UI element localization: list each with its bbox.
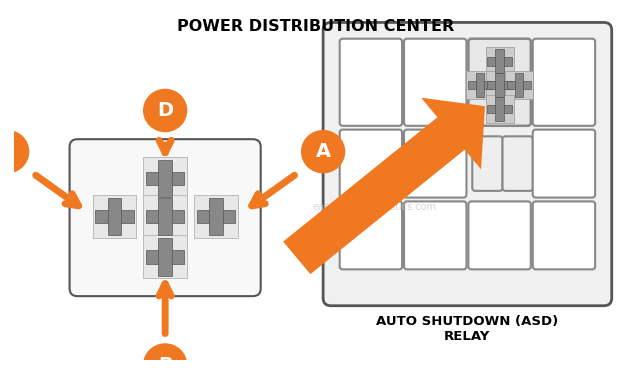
Bar <box>143 236 187 278</box>
Bar <box>486 47 514 75</box>
FancyBboxPatch shape <box>70 139 261 296</box>
Bar <box>108 198 121 236</box>
Bar <box>486 71 514 99</box>
FancyBboxPatch shape <box>472 136 502 191</box>
FancyBboxPatch shape <box>533 39 595 126</box>
Bar <box>488 81 512 89</box>
Bar <box>143 195 187 238</box>
Bar <box>495 97 504 121</box>
Bar <box>143 157 187 200</box>
FancyBboxPatch shape <box>533 130 595 198</box>
Bar <box>146 210 184 224</box>
Bar <box>158 238 172 276</box>
FancyBboxPatch shape <box>468 39 531 126</box>
Bar <box>495 49 504 73</box>
Text: AUTO SHUTDOWN (ASD)
RELAY: AUTO SHUTDOWN (ASD) RELAY <box>376 315 559 343</box>
Circle shape <box>0 130 28 173</box>
Text: B: B <box>158 356 172 375</box>
Bar <box>476 73 485 97</box>
Bar <box>146 172 184 185</box>
Bar <box>495 73 504 97</box>
Polygon shape <box>283 98 485 274</box>
FancyBboxPatch shape <box>340 201 402 269</box>
Bar <box>197 210 235 224</box>
Circle shape <box>144 89 187 132</box>
FancyBboxPatch shape <box>404 130 467 198</box>
Bar <box>466 71 494 99</box>
Text: D: D <box>157 101 173 120</box>
FancyBboxPatch shape <box>340 39 402 126</box>
FancyBboxPatch shape <box>340 130 402 198</box>
Bar <box>515 73 523 97</box>
FancyBboxPatch shape <box>404 39 467 126</box>
Text: C: C <box>0 142 14 161</box>
FancyBboxPatch shape <box>502 136 533 191</box>
Bar <box>488 57 512 66</box>
Bar <box>194 195 238 238</box>
Bar <box>486 95 514 123</box>
Circle shape <box>144 344 187 375</box>
Text: POWER DISTRIBUTION CENTER: POWER DISTRIBUTION CENTER <box>177 19 454 34</box>
Text: easyautodiagnostics.com: easyautodiagnostics.com <box>313 202 437 212</box>
Circle shape <box>302 130 345 173</box>
Bar <box>95 210 133 224</box>
Bar <box>158 198 172 236</box>
Bar <box>158 160 172 197</box>
Bar <box>488 105 512 113</box>
Bar <box>468 81 493 89</box>
Bar <box>209 198 222 236</box>
FancyBboxPatch shape <box>323 22 612 306</box>
Bar <box>505 71 533 99</box>
FancyBboxPatch shape <box>404 201 467 269</box>
FancyBboxPatch shape <box>533 201 595 269</box>
Bar <box>93 195 137 238</box>
Bar <box>507 81 531 89</box>
Bar <box>146 250 184 264</box>
FancyBboxPatch shape <box>468 201 531 269</box>
Text: A: A <box>316 142 331 161</box>
